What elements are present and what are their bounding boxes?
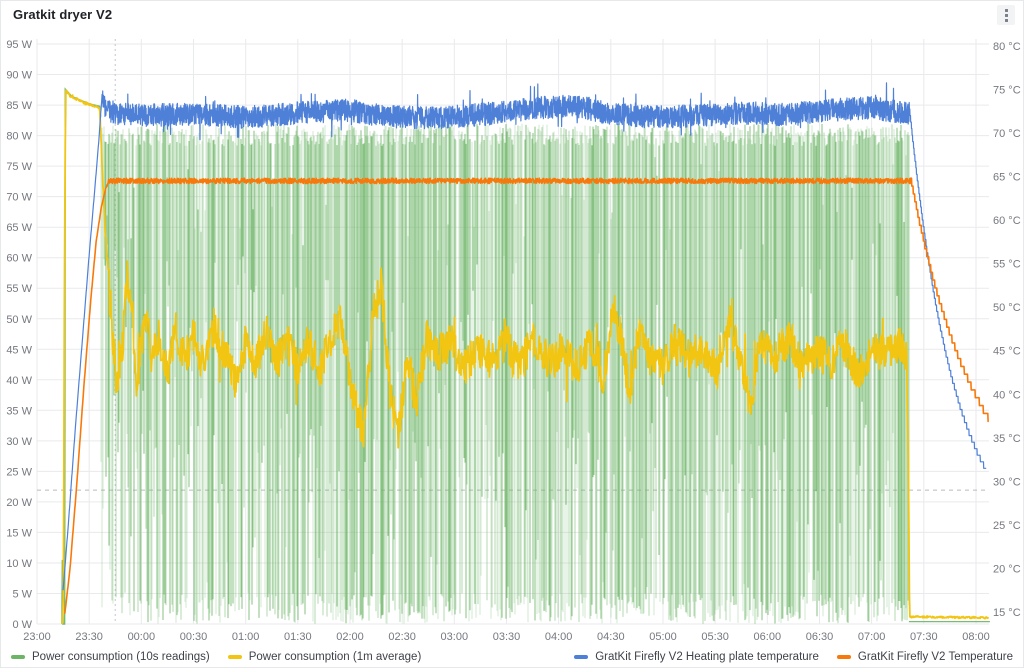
svg-text:75 W: 75 W [6, 161, 32, 173]
svg-text:30 W: 30 W [6, 436, 32, 448]
panel-menu-kebab-icon[interactable] [997, 5, 1015, 25]
legend-label: Power consumption (10s readings) [32, 651, 210, 663]
svg-text:0 W: 0 W [12, 619, 32, 631]
svg-text:02:00: 02:00 [336, 631, 364, 643]
legend-item-heating-plate-temp[interactable]: GratKit Firefly V2 Heating plate tempera… [574, 651, 819, 663]
svg-text:65 W: 65 W [6, 222, 32, 234]
series-color-swatch [574, 655, 589, 659]
svg-text:55 °C: 55 °C [993, 259, 1021, 271]
svg-text:5 W: 5 W [12, 588, 32, 600]
svg-text:07:00: 07:00 [858, 631, 886, 643]
svg-text:25 W: 25 W [6, 466, 32, 478]
svg-text:60 W: 60 W [6, 253, 32, 265]
legend-group-left: Power consumption (10s readings) Power c… [11, 651, 421, 663]
svg-text:15 °C: 15 °C [993, 607, 1021, 619]
svg-text:05:30: 05:30 [701, 631, 729, 643]
svg-text:00:00: 00:00 [128, 631, 156, 643]
svg-text:02:30: 02:30 [388, 631, 416, 643]
legend-label: GratKit Firefly V2 Temperature [857, 651, 1013, 663]
series-color-swatch [836, 655, 851, 659]
svg-text:25 °C: 25 °C [993, 520, 1021, 532]
legend: Power consumption (10s readings) Power c… [1, 647, 1023, 667]
svg-text:45 °C: 45 °C [993, 346, 1021, 358]
legend-label: Power consumption (1m average) [248, 651, 422, 663]
svg-text:80 W: 80 W [6, 131, 32, 143]
svg-text:85 W: 85 W [6, 100, 32, 112]
svg-text:45 W: 45 W [6, 344, 32, 356]
svg-text:15 W: 15 W [6, 527, 32, 539]
time-series-plot[interactable]: 95 W 90 W 85 W 80 W 75 W 70 W 65 W 60 W 55 W 50 W… [1, 1, 1024, 646]
svg-text:35 W: 35 W [6, 405, 32, 417]
series-heating-plate-temp [62, 82, 987, 591]
series-color-swatch [11, 655, 25, 659]
legend-item-power-1m[interactable]: Power consumption (1m average) [227, 651, 422, 663]
svg-text:03:00: 03:00 [441, 631, 469, 643]
svg-text:35 °C: 35 °C [993, 433, 1021, 445]
svg-text:01:30: 01:30 [284, 631, 312, 643]
legend-item-device-temp[interactable]: GratKit Firefly V2 Temperature [836, 651, 1013, 663]
legend-item-power-10s[interactable]: Power consumption (10s readings) [11, 651, 210, 663]
svg-text:01:00: 01:00 [232, 631, 260, 643]
svg-text:06:00: 06:00 [754, 631, 782, 643]
svg-text:03:30: 03:30 [493, 631, 521, 643]
legend-label: GratKit Firefly V2 Heating plate tempera… [595, 651, 819, 663]
series-power-1m-avg [61, 89, 990, 625]
svg-text:80 °C: 80 °C [993, 41, 1021, 53]
axis-labels: 95 W 90 W 85 W 80 W 75 W 70 W 65 W 60 W 55 W 50 W… [6, 39, 1020, 643]
svg-text:23:00: 23:00 [23, 631, 51, 643]
svg-text:07:30: 07:30 [910, 631, 938, 643]
svg-text:65 °C: 65 °C [993, 172, 1021, 184]
svg-text:70 W: 70 W [6, 192, 32, 204]
svg-text:20 W: 20 W [6, 497, 32, 509]
svg-text:06:30: 06:30 [806, 631, 834, 643]
svg-text:55 W: 55 W [6, 283, 32, 295]
time-series-chart[interactable]: 95 W 90 W 85 W 80 W 75 W 70 W 65 W 60 W 55 W 50 W… [1, 1, 1024, 646]
svg-text:23:30: 23:30 [75, 631, 103, 643]
svg-text:30 °C: 30 °C [993, 476, 1021, 488]
svg-text:50 W: 50 W [6, 314, 32, 326]
svg-text:04:00: 04:00 [545, 631, 573, 643]
svg-text:50 °C: 50 °C [993, 302, 1021, 314]
svg-text:40 W: 40 W [6, 375, 32, 387]
svg-text:90 W: 90 W [6, 70, 32, 82]
svg-text:95 W: 95 W [6, 39, 32, 51]
svg-text:60 °C: 60 °C [993, 215, 1021, 227]
svg-text:08:00: 08:00 [962, 631, 990, 643]
svg-text:20 °C: 20 °C [993, 563, 1021, 575]
svg-text:70 °C: 70 °C [993, 128, 1021, 140]
svg-text:75 °C: 75 °C [993, 84, 1021, 96]
svg-text:04:30: 04:30 [597, 631, 625, 643]
panel-title: Gratkit dryer V2 [13, 7, 113, 22]
svg-text:05:00: 05:00 [649, 631, 677, 643]
series-device-temp [64, 177, 990, 614]
legend-group-right: GratKit Firefly V2 Heating plate tempera… [574, 651, 1013, 663]
svg-text:10 W: 10 W [6, 558, 32, 570]
series-color-swatch [227, 655, 242, 659]
panel-header: Gratkit dryer V2 [1, 1, 1023, 27]
svg-text:40 °C: 40 °C [993, 389, 1021, 401]
svg-text:00:30: 00:30 [180, 631, 208, 643]
